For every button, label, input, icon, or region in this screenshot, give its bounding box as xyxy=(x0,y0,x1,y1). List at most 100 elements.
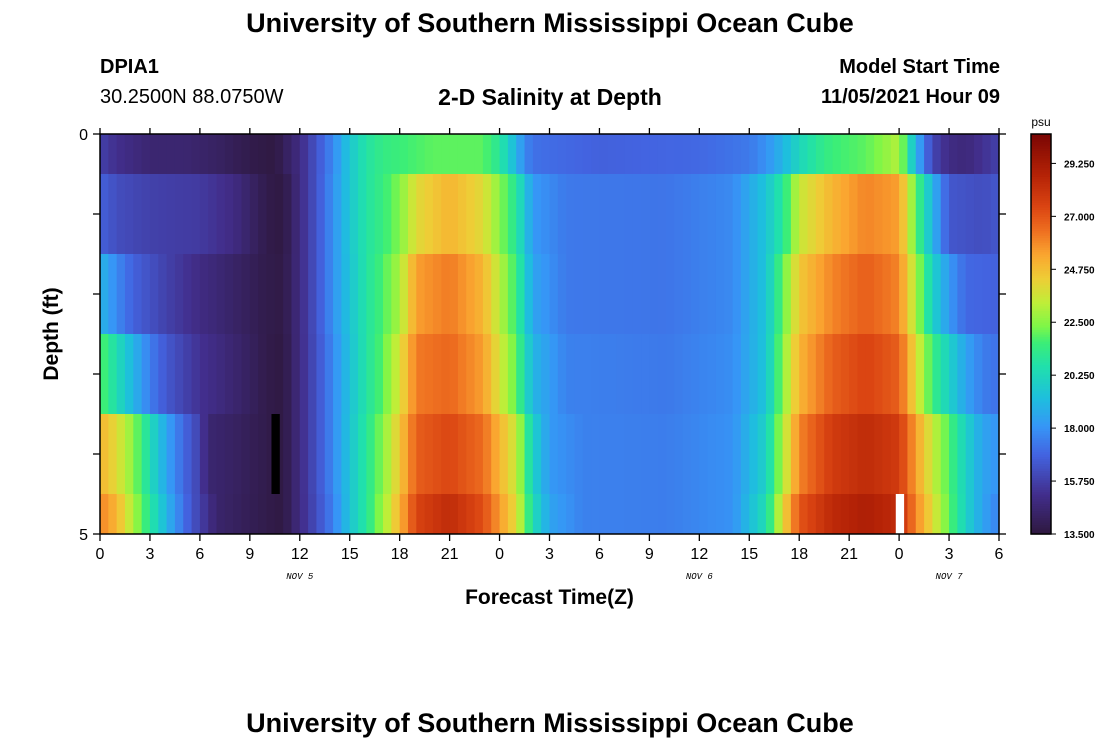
colorbar-segment-61 xyxy=(1031,388,1051,392)
heatmap-cell-r0-c10 xyxy=(183,134,193,175)
heatmap-cell-r3-c71 xyxy=(691,334,700,415)
colorbar-segment-130 xyxy=(1031,225,1051,229)
heatmap-cell-r1-c65 xyxy=(641,174,650,255)
colorbar-segment-97 xyxy=(1031,303,1051,307)
colorbar-segment-75 xyxy=(1031,355,1051,359)
colorbar-segment-15 xyxy=(1031,496,1051,500)
heatmap-cell-r1-c69 xyxy=(674,174,684,255)
heatmap-cell-r0-c99 xyxy=(924,134,933,175)
heatmap-cell-r3-c57 xyxy=(574,334,584,415)
heatmap-cell-r5-c46 xyxy=(482,494,492,535)
heatmap-cell-r5-c98 xyxy=(915,494,925,535)
heatmap-cell-r3-c68 xyxy=(666,334,675,415)
heatmap-cell-r0-c15 xyxy=(224,134,234,175)
heatmap-cell-r3-c10 xyxy=(183,334,193,415)
heatmap-cell-r1-c91 xyxy=(857,174,867,255)
heatmap-cell-r1-c60 xyxy=(599,174,609,255)
colorbar-segment-149 xyxy=(1031,181,1051,185)
heatmap-cell-r4-c42 xyxy=(449,414,459,495)
heatmap-cell-r3-c29 xyxy=(341,334,351,415)
colorbar-segment-103 xyxy=(1031,289,1051,293)
heatmap-cell-r5-c36 xyxy=(399,494,409,535)
heatmap-cell-r2-c38 xyxy=(416,254,426,335)
heatmap-cell-r1-c0 xyxy=(100,174,109,255)
colorbar-segment-87 xyxy=(1031,326,1051,330)
heatmap-cell-r5-c75 xyxy=(724,494,734,535)
heatmap-cell-r5-c82 xyxy=(782,494,792,535)
heatmap-cell-r1-c86 xyxy=(815,174,825,255)
heatmap-cell-r0-c107 xyxy=(990,134,1000,175)
heatmap-cell-r2-c97 xyxy=(907,254,917,335)
colorbar-segment-99 xyxy=(1031,298,1051,302)
heatmap-cell-r0-c32 xyxy=(366,134,376,175)
heatmap-cell-r4-c43 xyxy=(457,414,467,495)
colorbar-segment-137 xyxy=(1031,209,1051,213)
heatmap-cell-r1-c84 xyxy=(799,174,809,255)
heatmap-cell-r5-c57 xyxy=(574,494,584,535)
heatmap-cell-r4-c24 xyxy=(299,414,309,495)
heatmap-cell-r0-c35 xyxy=(391,134,401,175)
colorbar-segment-79 xyxy=(1031,345,1051,349)
heatmap-cell-r5-c13 xyxy=(208,494,218,535)
x-tick-label-5: 15 xyxy=(341,546,359,563)
heatmap-cell-r4-c52 xyxy=(532,414,542,495)
heatmap-cell-r2-c45 xyxy=(474,254,484,335)
heatmap-cell-r4-c81 xyxy=(774,414,784,495)
heatmap-cell-r1-c49 xyxy=(507,174,517,255)
heatmap-cell-r5-c22 xyxy=(283,494,293,535)
heatmap-cell-r4-c98 xyxy=(915,414,925,495)
heatmap-cell-r1-c57 xyxy=(574,174,584,255)
heatmap-cell-r2-c100 xyxy=(932,254,942,335)
heatmap-cell-r2-c49 xyxy=(507,254,517,335)
heatmap-cell-r4-c46 xyxy=(482,414,492,495)
colorbar-segment-72 xyxy=(1031,362,1051,366)
heatmap-cell-r4-c95 xyxy=(890,414,900,495)
heatmap-cell-r2-c95 xyxy=(890,254,900,335)
heatmap-cell-r0-c49 xyxy=(507,134,517,175)
heatmap-cell-r1-c82 xyxy=(782,174,792,255)
x-tick-label-4: 12 xyxy=(291,546,309,563)
colorbar-segment-154 xyxy=(1031,169,1051,173)
x-tick-label-1: 3 xyxy=(145,546,154,563)
colorbar-segment-12 xyxy=(1031,503,1051,507)
heatmap-cell-r1-c64 xyxy=(632,174,642,255)
heatmap-cell-r5-c85 xyxy=(807,494,817,535)
heatmap-cell-r1-c92 xyxy=(865,174,875,255)
heatmap-cell-r0-c52 xyxy=(532,134,542,175)
heatmap-cell-r2-c103 xyxy=(957,254,967,335)
heatmap-cell-r1-c35 xyxy=(391,174,401,255)
heatmap-cell-r5-c7 xyxy=(158,494,168,535)
heatmap-cell-r5-c15 xyxy=(224,494,234,535)
colorbar-segment-24 xyxy=(1031,475,1051,479)
heatmap-cell-r1-c45 xyxy=(474,174,484,255)
heatmap-cell-r3-c5 xyxy=(141,334,151,415)
heatmap-cell-r0-c24 xyxy=(299,134,309,175)
colorbar-segment-41 xyxy=(1031,435,1051,439)
heatmap-cell-r4-c18 xyxy=(249,414,259,495)
heatmap-cell-r1-c8 xyxy=(166,174,176,255)
heatmap-cell-r1-c31 xyxy=(358,174,367,255)
heatmap-cell-r0-c58 xyxy=(582,134,592,175)
heatmap-cell-r3-c8 xyxy=(166,334,176,415)
colorbar-segment-148 xyxy=(1031,183,1051,187)
colorbar-segment-70 xyxy=(1031,366,1051,370)
heatmap-cell-r4-c99 xyxy=(924,414,933,495)
heatmap-cell-r4-c39 xyxy=(424,414,434,495)
heatmap-cell-r0-c7 xyxy=(158,134,168,175)
heatmap-cell-r3-c2 xyxy=(116,334,126,415)
colorbar-segment-92 xyxy=(1031,315,1051,319)
heatmap-cell-r4-c33 xyxy=(374,414,384,495)
heatmap-cell-r4-c75 xyxy=(724,414,734,495)
heatmap-cell-r1-c25 xyxy=(308,174,318,255)
heatmap-cell-r0-c71 xyxy=(691,134,700,175)
heatmap-cell-r4-c5 xyxy=(141,414,151,495)
heatmap-cell-r2-c6 xyxy=(149,254,159,335)
colorbar-segment-140 xyxy=(1031,202,1051,206)
heatmap-cell-r2-c72 xyxy=(699,254,709,335)
heatmap-cell-r3-c90 xyxy=(849,334,859,415)
heatmap-cell-r0-c72 xyxy=(699,134,709,175)
colorbar-segment-89 xyxy=(1031,322,1051,326)
heatmap-cell-r0-c48 xyxy=(499,134,509,175)
heatmap-cell-r4-c14 xyxy=(216,414,226,495)
heatmap-cell-r2-c99 xyxy=(924,254,933,335)
